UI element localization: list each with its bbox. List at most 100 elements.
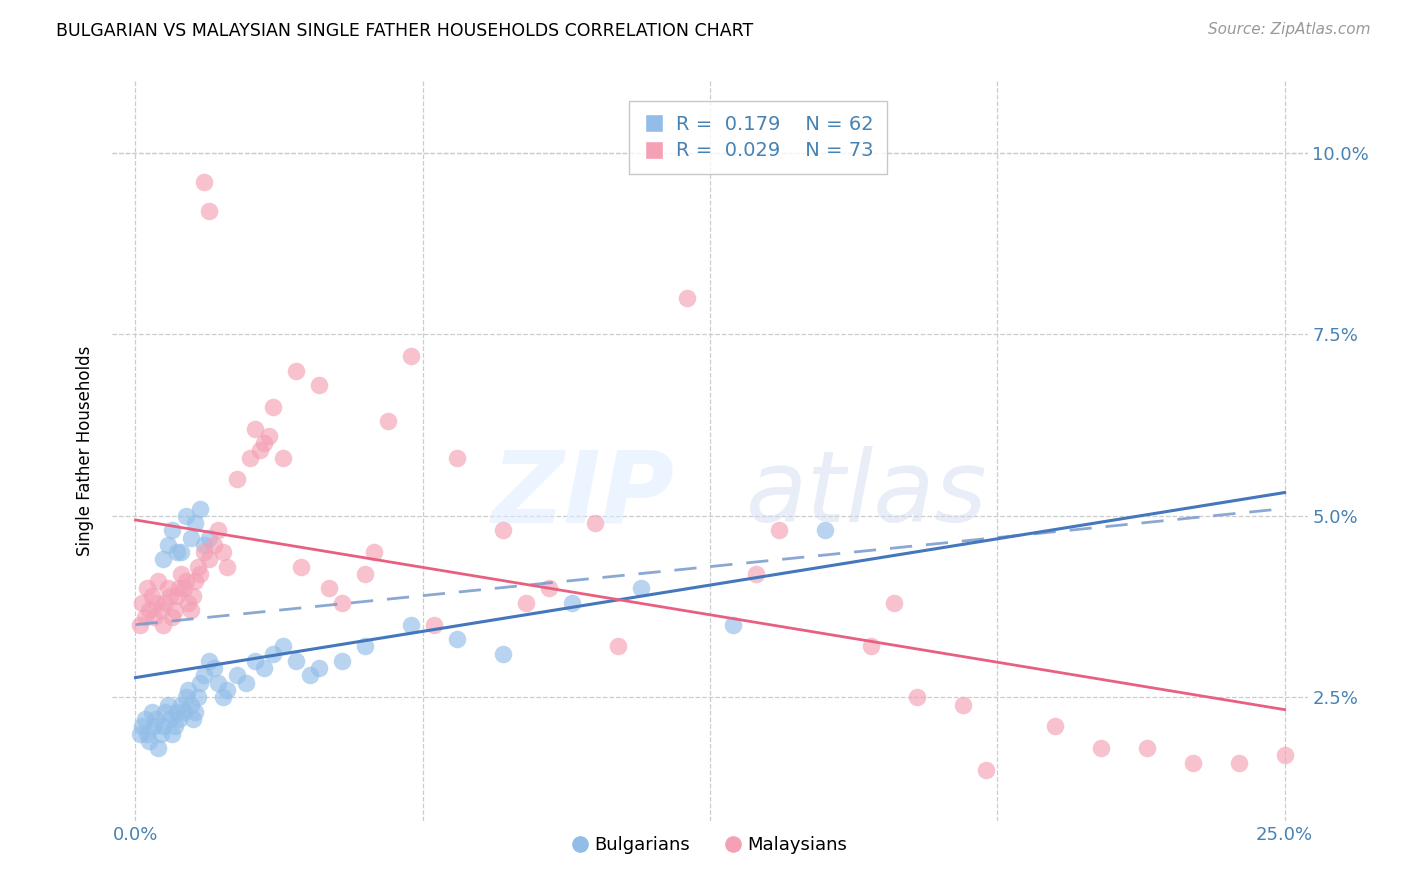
Point: [129, 726, 152, 740]
Point: [142, 610, 165, 624]
Point: [180, 531, 202, 545]
Point: [745, 566, 768, 581]
Point: [170, 545, 193, 559]
Point: [186, 559, 208, 574]
Point: [1227, 756, 1250, 770]
Point: [173, 582, 195, 596]
Point: [145, 596, 167, 610]
Point: [129, 617, 152, 632]
Point: [354, 566, 377, 581]
Point: [676, 291, 699, 305]
Point: [198, 531, 221, 545]
Point: [155, 596, 177, 610]
Point: [167, 712, 190, 726]
Point: [630, 582, 652, 596]
Point: [145, 712, 167, 726]
Point: [177, 683, 200, 698]
Point: [561, 596, 583, 610]
Point: [167, 582, 190, 596]
Point: [239, 450, 262, 465]
Point: [162, 524, 183, 538]
Point: [152, 552, 174, 566]
Point: [188, 566, 211, 581]
Point: [859, 640, 882, 654]
Point: [149, 603, 172, 617]
Text: ZIP: ZIP: [491, 446, 675, 543]
Point: [243, 422, 266, 436]
Point: [156, 582, 179, 596]
Point: [170, 566, 193, 581]
Point: [308, 378, 330, 392]
Point: [131, 719, 153, 733]
Point: [186, 690, 208, 705]
Point: [155, 705, 177, 719]
Point: [162, 726, 183, 740]
Point: [174, 508, 197, 523]
Point: [583, 516, 606, 530]
Point: [138, 603, 160, 617]
Point: [131, 596, 153, 610]
Point: [136, 726, 159, 740]
Point: [134, 712, 156, 726]
Legend: Bulgarians, Malaysians: Bulgarians, Malaysians: [564, 828, 856, 863]
Point: [721, 617, 744, 632]
Point: [354, 640, 377, 654]
Point: [814, 524, 837, 538]
Point: [377, 414, 399, 428]
Point: [207, 675, 229, 690]
Point: [492, 524, 515, 538]
Point: [262, 400, 284, 414]
Point: [184, 705, 207, 719]
Point: [152, 617, 174, 632]
Point: [136, 582, 159, 596]
Point: [515, 596, 537, 610]
Point: [163, 603, 186, 617]
Point: [1136, 741, 1159, 756]
Point: [152, 719, 174, 733]
Point: [330, 654, 353, 668]
Point: [401, 349, 423, 363]
Point: [299, 668, 322, 682]
Point: [156, 698, 179, 712]
Point: [271, 450, 294, 465]
Point: [141, 589, 163, 603]
Point: [166, 545, 188, 559]
Point: [188, 501, 211, 516]
Point: [1274, 748, 1296, 763]
Point: [243, 654, 266, 668]
Point: [401, 617, 423, 632]
Point: [330, 596, 353, 610]
Point: [184, 574, 207, 588]
Point: [180, 698, 202, 712]
Point: [363, 545, 385, 559]
Point: [423, 617, 446, 632]
Point: [170, 698, 193, 712]
Point: [318, 582, 340, 596]
Point: [173, 705, 195, 719]
Point: [768, 524, 790, 538]
Point: [253, 436, 276, 450]
Point: [180, 603, 202, 617]
Point: [198, 203, 221, 218]
Point: [225, 473, 247, 487]
Text: Source: ZipAtlas.com: Source: ZipAtlas.com: [1208, 22, 1371, 37]
Y-axis label: Single Father Households: Single Father Households: [76, 345, 94, 556]
Point: [141, 705, 163, 719]
Point: [308, 661, 330, 675]
Point: [193, 175, 215, 189]
Point: [138, 733, 160, 747]
Point: [202, 538, 225, 552]
Point: [235, 675, 257, 690]
Point: [257, 429, 280, 443]
Point: [177, 596, 200, 610]
Text: BULGARIAN VS MALAYSIAN SINGLE FATHER HOUSEHOLDS CORRELATION CHART: BULGARIAN VS MALAYSIAN SINGLE FATHER HOU…: [56, 22, 754, 40]
Point: [217, 559, 239, 574]
Point: [446, 632, 468, 647]
Point: [198, 654, 221, 668]
Point: [271, 640, 294, 654]
Point: [162, 610, 183, 624]
Point: [159, 712, 181, 726]
Point: [198, 552, 221, 566]
Point: [163, 719, 186, 733]
Point: [142, 719, 165, 733]
